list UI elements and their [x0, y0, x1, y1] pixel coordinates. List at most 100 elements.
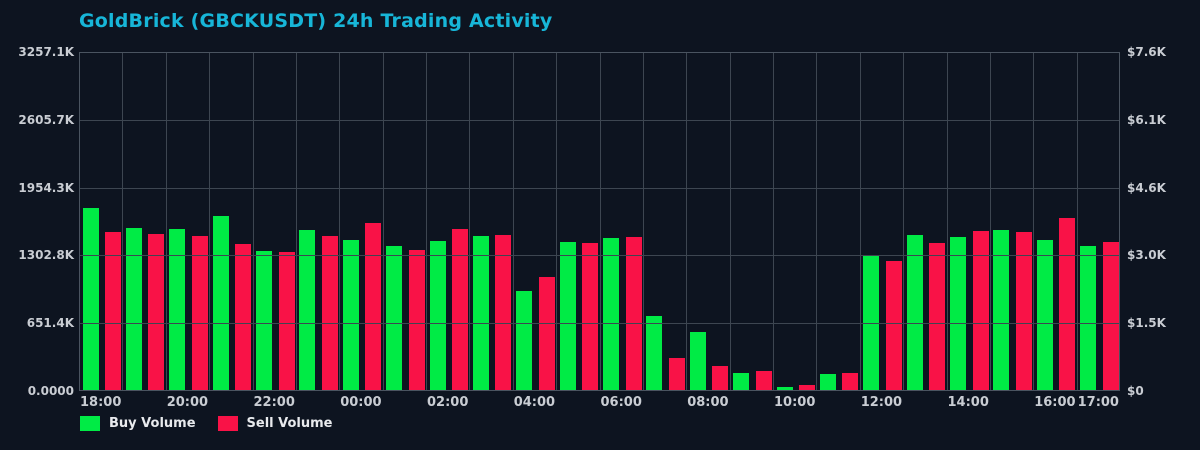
v-gridline	[295, 52, 297, 391]
sell-bar	[538, 276, 555, 391]
legend-item-sell: Sell Volume	[217, 416, 333, 431]
sell-bar	[668, 358, 685, 391]
sell-bar	[755, 370, 772, 391]
sell-bar	[105, 231, 121, 391]
v-gridline	[816, 52, 818, 391]
sell-volume-swatch-icon	[217, 416, 238, 431]
sell-bar	[712, 365, 729, 391]
y-axis-right-tick-label: $6.1K	[1127, 112, 1166, 127]
v-gridline	[686, 52, 688, 391]
y-axis-left-tick-label: 651.4K	[26, 316, 74, 331]
buy-bar	[906, 235, 923, 391]
buy-bar	[1036, 239, 1053, 391]
sell-bar	[365, 223, 382, 391]
sell-bar	[452, 229, 468, 391]
v-gridline	[469, 52, 471, 391]
buy-bar	[386, 245, 403, 391]
y-axis-right-tick-label: $7.6K	[1127, 45, 1166, 59]
legend-item-buy: Buy Volume	[80, 416, 196, 431]
y-axis-left-tick-label: 2605.7K	[18, 112, 74, 127]
buy-bar	[819, 374, 836, 391]
v-gridline	[729, 52, 731, 391]
v-gridline	[599, 52, 601, 391]
y-axis-right-tick-label: $4.6K	[1127, 180, 1166, 195]
v-gridline	[946, 52, 948, 391]
sell-bar	[495, 234, 512, 391]
v-gridline	[903, 52, 905, 391]
buy-bar	[472, 235, 489, 391]
buy-bar	[646, 316, 663, 391]
sell-bar	[235, 244, 252, 391]
v-gridline	[426, 52, 427, 391]
buy-bar	[689, 331, 706, 391]
v-gridline	[382, 52, 384, 391]
y-axis-left-tick-label: 1302.8K	[18, 248, 74, 263]
buy-bar	[733, 372, 750, 391]
sell-bar	[278, 251, 295, 391]
v-gridline	[773, 52, 774, 391]
y-axis-right-tick-label: $0	[1127, 384, 1144, 398]
buy-bar	[776, 386, 793, 391]
sell-bar	[321, 236, 338, 391]
y-axis-right-tick-label: $1.5K	[1127, 316, 1166, 331]
buy-bar	[950, 237, 966, 391]
sell-bar	[1015, 231, 1032, 391]
buy-bar	[212, 215, 229, 391]
sell-bar	[582, 243, 599, 391]
buy-bar	[82, 207, 99, 391]
x-axis-tick-label: 16:00	[1034, 395, 1076, 410]
x-axis-tick-label: 22:00	[253, 395, 295, 410]
x-axis-tick-label: 17:00	[1077, 395, 1119, 410]
y-axis-right-tick-label: $3.0K	[1127, 248, 1166, 263]
legend: Buy Volume Sell Volume	[80, 416, 333, 431]
y-axis-left-tick-label: 3257.1K	[18, 45, 74, 59]
sell-bar	[799, 385, 815, 391]
v-gridline	[252, 52, 254, 391]
buy-bar	[299, 230, 316, 391]
sell-bar	[191, 235, 208, 391]
x-axis-tick-label: 00:00	[340, 395, 382, 410]
x-axis-tick-label: 20:00	[166, 395, 209, 410]
sell-bar	[1059, 218, 1076, 391]
sell-bar	[1102, 241, 1119, 391]
x-axis-tick-label: 18:00	[79, 395, 122, 410]
v-gridline	[1033, 52, 1035, 391]
x-axis-tick-label: 10:00	[773, 395, 816, 410]
x-axis-tick-label: 02:00	[426, 395, 469, 410]
legend-label-buy: Buy Volume	[109, 416, 196, 431]
sell-bar	[842, 373, 859, 391]
x-axis-tick-label: 14:00	[947, 395, 989, 410]
sell-bar	[972, 230, 989, 391]
sell-bar	[625, 236, 642, 391]
buy-bar	[993, 230, 1010, 391]
v-gridline	[642, 52, 644, 391]
buy-volume-swatch-icon	[80, 416, 100, 431]
y-axis-left-tick-label: 0.0000	[27, 384, 74, 398]
buy-bar	[429, 240, 446, 391]
buy-bar	[256, 250, 272, 391]
buy-bar	[516, 290, 533, 391]
x-axis-tick-label: 06:00	[600, 395, 642, 410]
v-gridline	[165, 52, 167, 391]
sell-bar	[885, 260, 902, 391]
sell-bar	[408, 250, 425, 391]
buy-bar	[342, 240, 359, 391]
x-axis-tick-label: 08:00	[687, 395, 729, 410]
buy-bar	[125, 227, 142, 391]
x-axis-tick-label: 04:00	[513, 395, 556, 410]
buy-bar	[603, 238, 619, 391]
buy-bar	[1080, 245, 1097, 391]
v-gridline	[989, 52, 991, 391]
sell-bar	[148, 233, 165, 391]
v-gridline	[556, 52, 558, 391]
chart-title: GoldBrick (GBCKUSDT) 24h Trading Activit…	[79, 10, 553, 32]
buy-bar	[169, 228, 186, 391]
buy-bar	[559, 241, 576, 391]
x-axis-tick-label: 12:00	[860, 395, 903, 410]
v-gridline	[122, 52, 124, 391]
legend-label-sell: Sell Volume	[246, 416, 333, 431]
plot-area	[79, 52, 1120, 391]
v-gridline	[209, 52, 211, 391]
v-gridline	[859, 52, 861, 391]
v-gridline	[339, 52, 341, 391]
